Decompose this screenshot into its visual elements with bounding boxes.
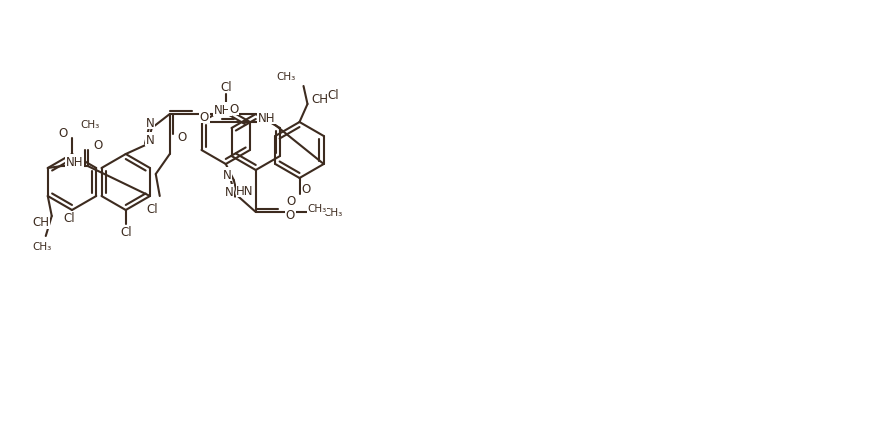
Text: CH₃: CH₃ — [324, 208, 343, 218]
Text: NH: NH — [214, 103, 231, 116]
Text: CH₃: CH₃ — [80, 120, 100, 130]
Text: Cl: Cl — [220, 80, 231, 93]
Text: O: O — [302, 182, 311, 195]
Text: O: O — [93, 138, 103, 151]
Text: O: O — [286, 208, 295, 221]
Text: CH₃: CH₃ — [32, 241, 52, 252]
Text: O: O — [178, 130, 187, 143]
Text: N: N — [225, 185, 234, 198]
Text: CH: CH — [33, 216, 50, 229]
Text: CH: CH — [312, 92, 328, 105]
Text: O: O — [287, 194, 295, 207]
Text: O: O — [199, 110, 209, 123]
Text: NH: NH — [66, 155, 84, 168]
Text: Cl: Cl — [146, 202, 158, 215]
Text: NH: NH — [257, 111, 275, 124]
Text: CH₃: CH₃ — [308, 203, 327, 214]
Text: CH₃: CH₃ — [276, 72, 295, 82]
Text: N: N — [145, 116, 154, 129]
Text: O: O — [59, 126, 68, 139]
Text: N: N — [223, 168, 231, 181]
Text: Cl: Cl — [64, 212, 76, 225]
Text: Cl: Cl — [120, 226, 132, 239]
Text: Cl: Cl — [328, 88, 339, 101]
Text: N: N — [145, 133, 154, 146]
Text: HN: HN — [236, 184, 254, 197]
Text: O: O — [229, 102, 239, 115]
